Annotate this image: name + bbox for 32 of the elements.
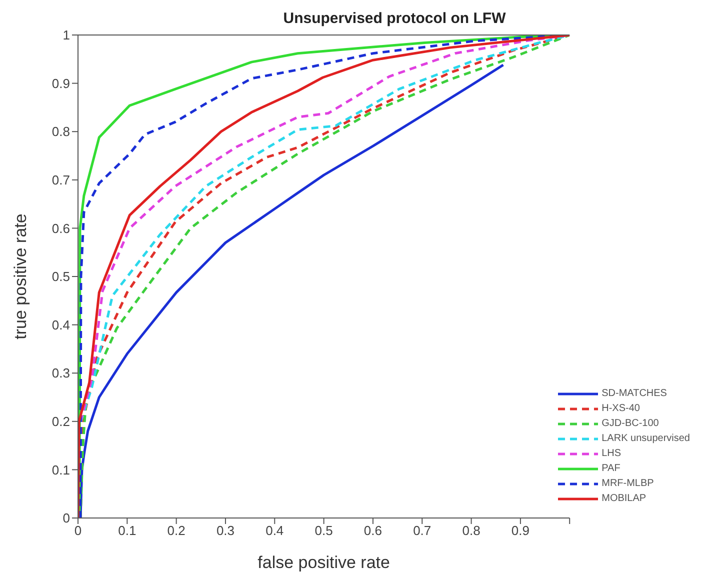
y-tick-label: 1 xyxy=(62,28,70,43)
legend-label: MOBILAP xyxy=(602,492,646,506)
legend-label: SD-MATCHES xyxy=(602,386,667,400)
x-tick-label: 0.9 xyxy=(511,523,530,538)
y-tick-label: 0.2 xyxy=(52,414,70,430)
y-tick-label: 0.8 xyxy=(52,124,70,140)
y-tick-label: 0.1 xyxy=(52,462,70,478)
legend-label: LHS xyxy=(602,446,622,460)
y-axis-title: true positive rate xyxy=(11,214,30,340)
x-tick-label: 0.5 xyxy=(314,523,333,538)
x-axis-title: false positive rate xyxy=(258,553,390,572)
y-tick-label: 0.9 xyxy=(52,76,70,91)
y-tick-label: 0.5 xyxy=(52,269,70,284)
y-tick-label: 0.7 xyxy=(52,172,70,188)
x-tick-label: 0.7 xyxy=(413,523,432,538)
y-tick-label: 0.6 xyxy=(52,220,70,236)
y-tick-label: 0.4 xyxy=(52,317,70,332)
y-tick-label: 0.3 xyxy=(52,366,70,381)
legend-label: LARK unsupervised xyxy=(602,432,690,446)
x-tick-label: 0.4 xyxy=(266,523,284,538)
chart-title: Unsupervised protocol on LFW xyxy=(282,10,507,27)
y-tick-label: 0 xyxy=(62,510,70,526)
legend-label: GJD-BC-100 xyxy=(602,416,659,430)
x-tick-label: 0.8 xyxy=(462,523,480,538)
legend-label: H-XS-40 xyxy=(602,402,640,416)
legend-label: MRF-MLBP xyxy=(602,476,654,490)
x-tick-label: 0.2 xyxy=(167,523,186,538)
x-tick-label: 0.6 xyxy=(364,523,382,538)
legend-label: PAF xyxy=(602,462,620,476)
x-tick-label: 0.3 xyxy=(216,523,235,538)
x-tick-label: 0 xyxy=(74,523,82,538)
x-tick-label: 0.1 xyxy=(118,523,136,538)
